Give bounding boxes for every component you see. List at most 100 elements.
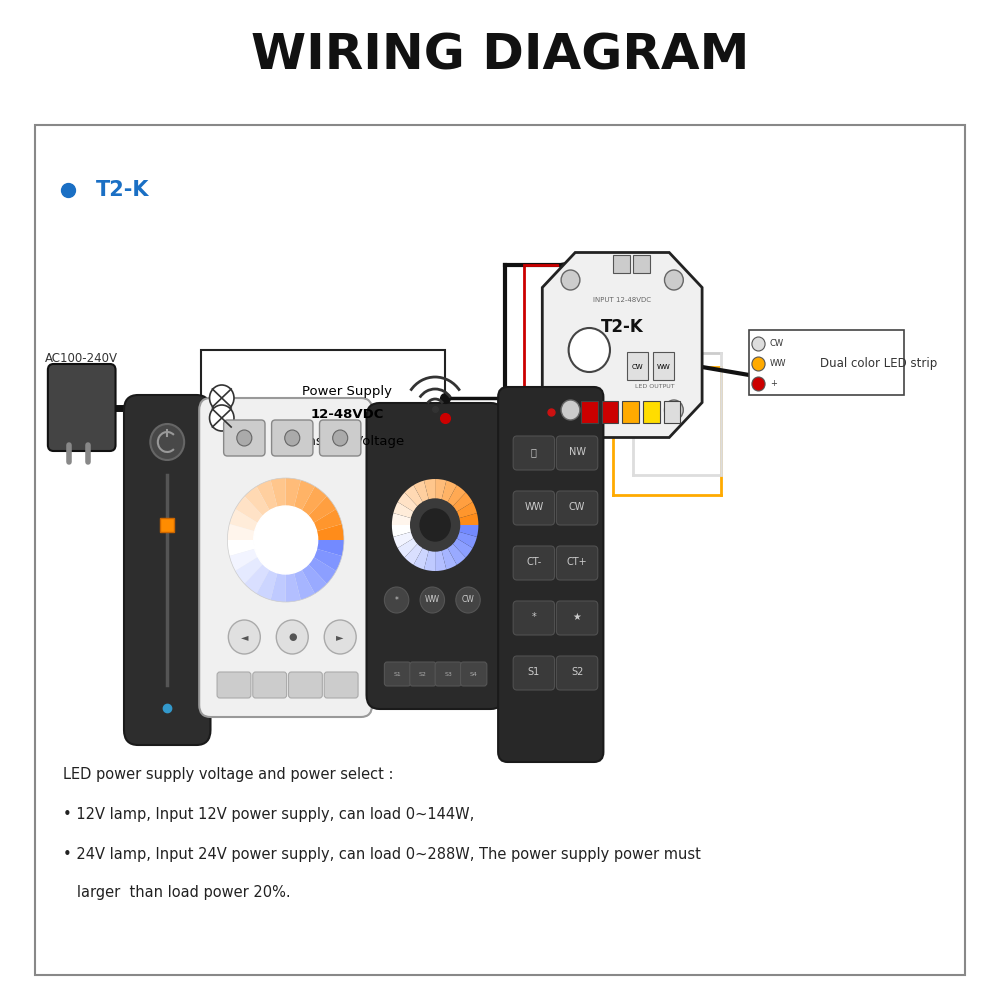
- Wedge shape: [257, 569, 277, 600]
- Wedge shape: [393, 532, 414, 548]
- Wedge shape: [308, 557, 336, 584]
- Text: WW: WW: [657, 364, 670, 370]
- Text: ►: ►: [336, 632, 344, 642]
- Circle shape: [752, 337, 765, 351]
- Wedge shape: [257, 480, 277, 511]
- Circle shape: [752, 377, 765, 391]
- FancyBboxPatch shape: [513, 436, 555, 470]
- Wedge shape: [286, 573, 301, 602]
- Bar: [627, 352, 648, 380]
- Text: *: *: [531, 612, 536, 622]
- Circle shape: [664, 270, 683, 290]
- FancyBboxPatch shape: [513, 491, 555, 525]
- Text: T2-K: T2-K: [96, 180, 149, 200]
- Text: 12-48VDC: 12-48VDC: [310, 408, 383, 422]
- Circle shape: [324, 620, 356, 654]
- Wedge shape: [229, 509, 258, 531]
- Circle shape: [569, 328, 610, 372]
- Text: Dual color LED strip: Dual color LED strip: [820, 357, 937, 369]
- Wedge shape: [392, 513, 412, 525]
- Text: LED OUTPUT: LED OUTPUT: [635, 384, 675, 389]
- FancyBboxPatch shape: [253, 672, 287, 698]
- Wedge shape: [456, 502, 477, 518]
- Text: S2: S2: [419, 672, 427, 676]
- FancyBboxPatch shape: [384, 662, 411, 686]
- Circle shape: [752, 357, 765, 371]
- Wedge shape: [424, 550, 435, 571]
- Text: ★: ★: [573, 612, 581, 622]
- Text: S1: S1: [528, 667, 540, 677]
- FancyBboxPatch shape: [435, 662, 461, 686]
- Wedge shape: [294, 480, 315, 511]
- FancyBboxPatch shape: [461, 662, 487, 686]
- Text: CW: CW: [770, 340, 784, 349]
- FancyBboxPatch shape: [749, 330, 904, 395]
- Wedge shape: [452, 492, 473, 512]
- Wedge shape: [398, 492, 418, 512]
- Text: larger  than load power 20%.: larger than load power 20%.: [63, 884, 291, 900]
- Wedge shape: [313, 509, 342, 531]
- Text: INPUT 12-48VDC: INPUT 12-48VDC: [593, 297, 651, 303]
- Text: • 12V lamp, Input 12V power supply, can load 0~144W,: • 12V lamp, Input 12V power supply, can …: [63, 808, 474, 822]
- Bar: [643, 401, 660, 423]
- Wedge shape: [302, 486, 327, 516]
- Wedge shape: [244, 486, 270, 516]
- Wedge shape: [271, 478, 286, 507]
- FancyBboxPatch shape: [224, 420, 265, 456]
- Circle shape: [420, 587, 445, 613]
- Bar: [581, 401, 598, 423]
- Wedge shape: [317, 540, 344, 556]
- FancyBboxPatch shape: [556, 491, 598, 525]
- Text: S3: S3: [444, 672, 452, 676]
- Wedge shape: [452, 538, 473, 558]
- FancyBboxPatch shape: [35, 125, 965, 975]
- Circle shape: [276, 620, 308, 654]
- Circle shape: [228, 620, 260, 654]
- FancyBboxPatch shape: [201, 350, 445, 470]
- Circle shape: [150, 424, 184, 460]
- Text: T2-K: T2-K: [601, 318, 644, 336]
- Wedge shape: [235, 557, 263, 584]
- Wedge shape: [441, 481, 457, 502]
- Polygon shape: [542, 252, 702, 438]
- Circle shape: [237, 430, 252, 446]
- Text: ◄: ◄: [241, 632, 248, 642]
- Wedge shape: [227, 524, 255, 540]
- FancyBboxPatch shape: [556, 656, 598, 690]
- Text: ●: ●: [288, 632, 297, 642]
- Wedge shape: [244, 564, 270, 594]
- Wedge shape: [447, 485, 466, 507]
- Bar: [613, 255, 630, 273]
- Text: CW: CW: [462, 595, 474, 604]
- Text: AC100-240V: AC100-240V: [45, 352, 118, 364]
- Wedge shape: [459, 513, 478, 525]
- Wedge shape: [294, 569, 315, 600]
- Text: • 24V lamp, Input 24V power supply, can load 0~288W, The power supply power must: • 24V lamp, Input 24V power supply, can …: [63, 848, 701, 862]
- FancyBboxPatch shape: [324, 672, 358, 698]
- Text: CT+: CT+: [567, 557, 587, 567]
- Circle shape: [420, 509, 450, 541]
- Text: CW: CW: [631, 364, 643, 370]
- Wedge shape: [424, 479, 435, 500]
- Wedge shape: [227, 540, 255, 556]
- Text: S2: S2: [571, 667, 583, 677]
- Wedge shape: [405, 543, 423, 565]
- Circle shape: [411, 499, 460, 551]
- FancyBboxPatch shape: [556, 601, 598, 635]
- Wedge shape: [286, 478, 301, 507]
- Wedge shape: [317, 524, 344, 540]
- Text: WW: WW: [524, 502, 543, 512]
- Circle shape: [210, 405, 234, 431]
- Circle shape: [285, 430, 300, 446]
- Wedge shape: [235, 496, 263, 523]
- Wedge shape: [308, 496, 336, 523]
- Wedge shape: [459, 525, 478, 537]
- Wedge shape: [405, 485, 423, 507]
- Text: WW: WW: [425, 595, 440, 604]
- Wedge shape: [414, 481, 429, 502]
- Circle shape: [561, 400, 580, 420]
- Circle shape: [333, 430, 348, 446]
- Text: *: *: [395, 595, 399, 604]
- Wedge shape: [435, 550, 446, 571]
- Text: NW: NW: [569, 447, 586, 457]
